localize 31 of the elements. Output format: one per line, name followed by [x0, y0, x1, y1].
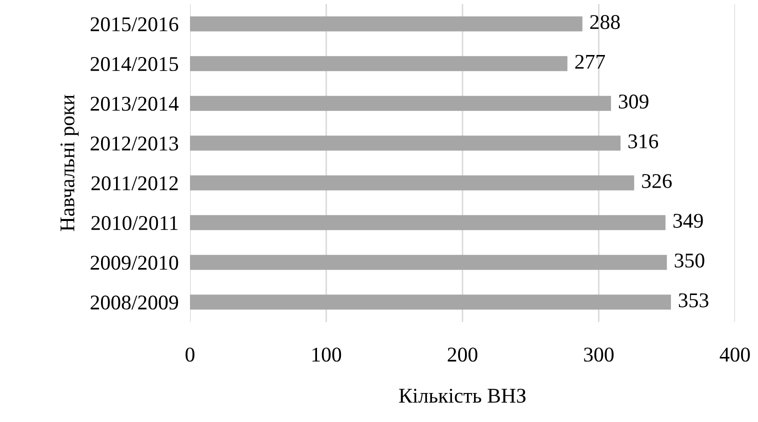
bar	[190, 175, 634, 190]
bar	[190, 254, 667, 270]
y-tick-label: 2013/2014	[90, 96, 179, 111]
data-label: 309	[618, 94, 648, 109]
data-label: 353	[678, 293, 708, 308]
y-axis-title: Навчальні роки	[60, 94, 79, 232]
bar	[190, 16, 582, 32]
data-label: 350	[674, 254, 704, 268]
y-tick-label: 2008/2009	[90, 296, 178, 310]
data-label: 349	[673, 214, 703, 228]
y-tick-label: 2011/2012	[91, 176, 178, 190]
data-label: 316	[628, 134, 658, 148]
bar	[190, 136, 621, 151]
data-label: 326	[642, 174, 672, 188]
bar	[190, 56, 568, 72]
bar	[190, 215, 666, 230]
y-tick-label: 2012/2013	[90, 136, 178, 151]
y-tick-label: 2015/2016	[90, 17, 178, 32]
x-tick-label: 0	[186, 348, 194, 362]
x-tick-label: 300	[584, 348, 614, 362]
x-axis-title: Кількість ВНЗ	[399, 388, 526, 403]
bar	[190, 294, 671, 310]
x-tick-label: 100	[312, 348, 342, 362]
data-label: 277	[575, 54, 606, 69]
x-tick-label: 200	[448, 348, 478, 362]
bar	[190, 96, 612, 111]
y-tick-label: 2010/2011	[91, 216, 178, 230]
data-label: 288	[590, 15, 620, 30]
x-tick-label: 400	[720, 348, 750, 362]
y-tick-label: 2014/2015	[90, 57, 178, 72]
y-tick-label: 2009/2010	[90, 256, 178, 270]
